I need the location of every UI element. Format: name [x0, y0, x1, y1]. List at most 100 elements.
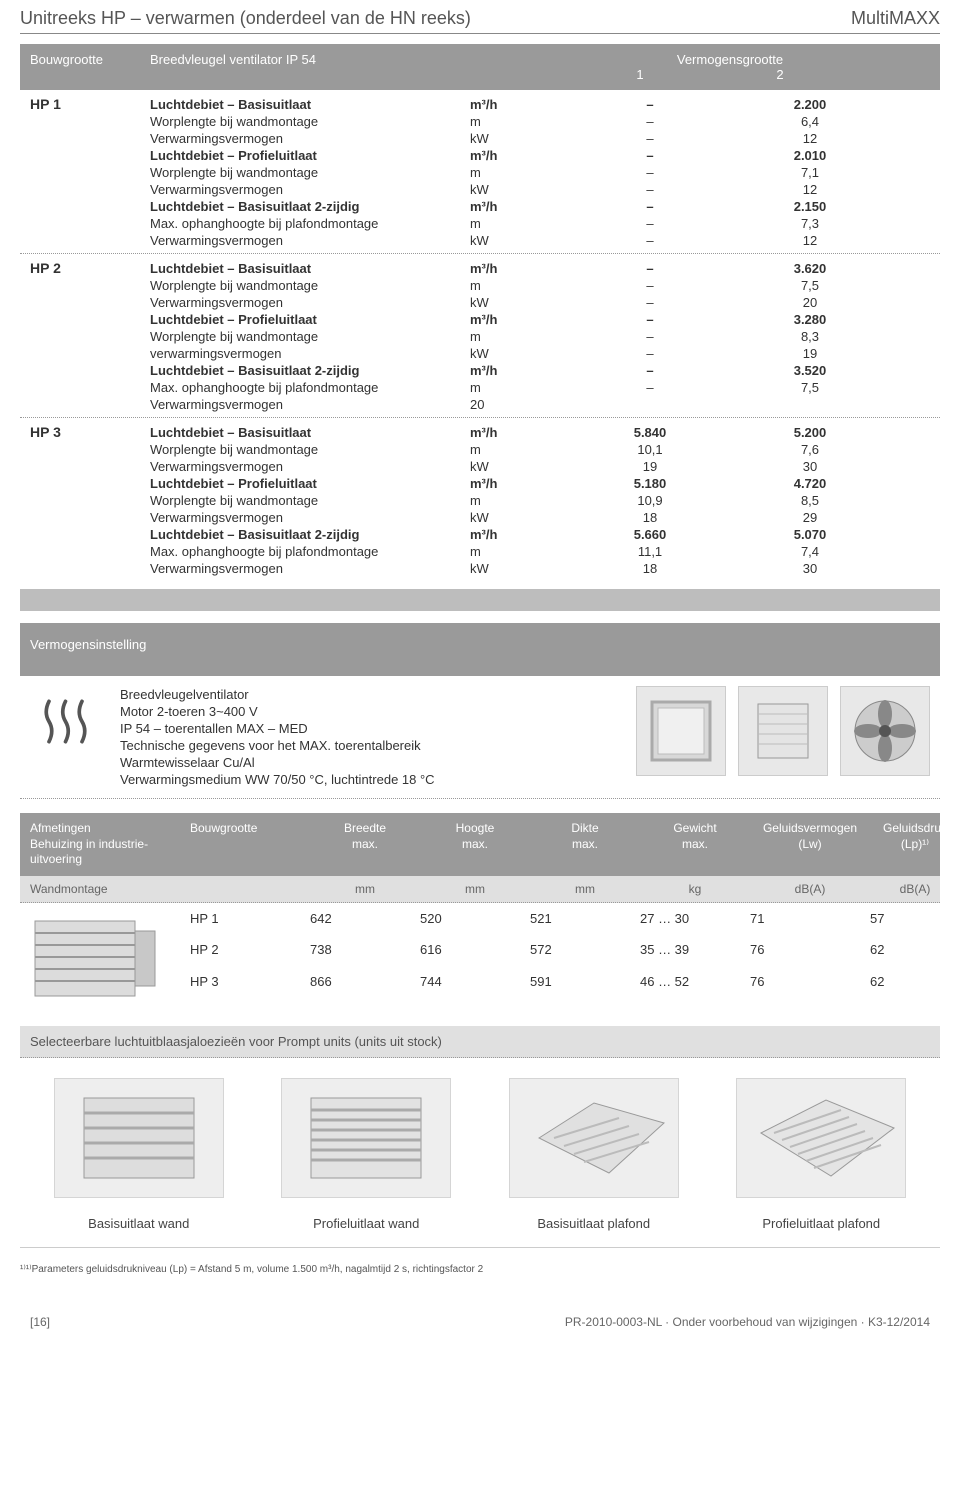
spec-value-1: 5.660 — [570, 526, 730, 543]
spec-unit: kW — [470, 130, 570, 147]
vermog-body: BreedvleugelventilatorMotor 2-toeren 3~4… — [20, 676, 940, 799]
afm-cell: HP 1 — [190, 911, 310, 943]
afm-h-c7a: Geluidsvermogen — [750, 821, 870, 837]
vermog-images — [636, 686, 930, 776]
spec-label: Worplengte bij wandmontage — [150, 113, 470, 130]
louver-image — [736, 1078, 906, 1198]
th-col-2: 2 — [710, 67, 850, 82]
spec-value-2: 6,4 — [730, 113, 890, 130]
afm-cell: 616 — [420, 942, 530, 974]
afm-cell: 520 — [420, 911, 530, 943]
product-image-fan — [840, 686, 930, 776]
title-bar: Unitreeks HP – verwarmen (onderdeel van … — [20, 0, 940, 34]
spec-value-1: 18 — [570, 509, 730, 526]
spec-label: Luchtdebiet – Profieluitlaat — [150, 311, 470, 328]
spec-unit: m³/h — [470, 526, 570, 543]
louver-image — [509, 1078, 679, 1198]
afm-cell: 62 — [870, 974, 960, 1006]
spec-unit: kW — [470, 560, 570, 577]
spec-value-1: – — [570, 379, 730, 396]
spec-unit: kW — [470, 181, 570, 198]
spec-value-1: 10,9 — [570, 492, 730, 509]
afm-cell: 76 — [750, 942, 870, 974]
spec-value-1: – — [570, 345, 730, 362]
spec-value-2: 2.010 — [730, 147, 890, 164]
spec-unit: m — [470, 215, 570, 232]
louver-item: Profieluitlaat plafond — [736, 1078, 906, 1231]
spec-value-2: 3.620 — [730, 260, 890, 277]
spec-label: Luchtdebiet – Basisuitlaat — [150, 260, 470, 277]
spec-unit: m — [470, 543, 570, 560]
spec-value-1: – — [570, 277, 730, 294]
afm-h-c5b: max. — [530, 837, 640, 853]
vermog-text: BreedvleugelventilatorMotor 2-toeren 3~4… — [120, 686, 435, 788]
louver-item: Profieluitlaat wand — [281, 1078, 451, 1231]
spec-unit: m — [470, 113, 570, 130]
spec-value-1: – — [570, 113, 730, 130]
spec-value-1: – — [570, 181, 730, 198]
footer-right: PR-2010-0003-NL · Onder voorbehoud van w… — [565, 1315, 930, 1329]
spec-value-2: 7,3 — [730, 215, 890, 232]
afm-h-c4b: max. — [420, 837, 530, 853]
spec-value-2: 2.150 — [730, 198, 890, 215]
spec-unit: kW — [470, 509, 570, 526]
spec-value-2: 8,3 — [730, 328, 890, 345]
afm-cell: 591 — [530, 974, 640, 1006]
spec-unit: kW — [470, 458, 570, 475]
spec-unit: m³/h — [470, 475, 570, 492]
spec-label: Max. ophanghoogte bij plafondmontage — [150, 543, 470, 560]
spec-label: Verwarmingsvermogen — [150, 181, 470, 198]
afm-cell: 27 … 30 — [640, 911, 750, 943]
louver-item: Basisuitlaat plafond — [509, 1078, 679, 1231]
afm-cell: 572 — [530, 942, 640, 974]
spec-label: Max. ophanghoogte bij plafondmontage — [150, 215, 470, 232]
vermog-line: Verwarmingsmedium WW 70/50 °C, luchtintr… — [120, 771, 435, 788]
spec-block: HP 1Luchtdebiet – Basisuitlaatm³/h–2.200… — [20, 90, 940, 254]
afm-cell: 71 — [750, 911, 870, 943]
spec-value-1: – — [570, 147, 730, 164]
vermog-line: Breedvleugelventilator — [120, 686, 435, 703]
spec-unit: m³/h — [470, 311, 570, 328]
spec-value-2: 4.720 — [730, 475, 890, 492]
spec-table-body: HP 1Luchtdebiet – Basisuitlaatm³/h–2.200… — [20, 90, 940, 581]
spec-value-2: 5.200 — [730, 424, 890, 441]
model-name: HP 3 — [30, 424, 150, 577]
afm-cell: 521 — [530, 911, 640, 943]
spec-label: Worplengte bij wandmontage — [150, 492, 470, 509]
louver-image — [54, 1078, 224, 1198]
spec-value-2: 3.520 — [730, 362, 890, 379]
spec-label: Luchtdebiet – Basisuitlaat 2-zijdig — [150, 526, 470, 543]
spec-value-1: – — [570, 260, 730, 277]
afm-sub-c7: dB(A) — [750, 882, 870, 896]
spec-unit: 20 — [470, 396, 570, 413]
spec-value-1: – — [570, 164, 730, 181]
model-name: HP 1 — [30, 96, 150, 249]
spec-value-2: 12 — [730, 130, 890, 147]
louver-label: Profieluitlaat wand — [281, 1216, 451, 1231]
spec-label: Max. ophanghoogte bij plafondmontage — [150, 379, 470, 396]
afm-cell: 57 — [870, 911, 960, 943]
spec-unit: m³/h — [470, 147, 570, 164]
spec-value-1: – — [570, 328, 730, 345]
vermog-line: IP 54 – toerentallen MAX – MED — [120, 720, 435, 737]
afm-h-c8a: Geluidsdruk — [870, 821, 960, 837]
afm-cell: 642 — [310, 911, 420, 943]
afm-rows: HP 164252052127 … 307157HP 273861657235 … — [20, 903, 940, 1020]
spec-value-1: – — [570, 362, 730, 379]
title-left: Unitreeks HP – verwarmen (onderdeel van … — [20, 8, 471, 29]
afm-sub-c3: mm — [310, 882, 420, 896]
model-name: HP 2 — [30, 260, 150, 413]
spec-value-2: 29 — [730, 509, 890, 526]
spec-value-1: – — [570, 96, 730, 113]
spec-value-1: 11,1 — [570, 543, 730, 560]
heat-waves-icon — [30, 686, 100, 756]
spec-label: Verwarmingsvermogen — [150, 560, 470, 577]
vermog-line: Warmtewisselaar Cu/Al — [120, 754, 435, 771]
afm-h-c1a: Afmetingen — [30, 821, 190, 837]
spec-value-2: 8,5 — [730, 492, 890, 509]
louver-image — [281, 1078, 451, 1198]
louver-label: Basisuitlaat plafond — [509, 1216, 679, 1231]
spec-value-1: – — [570, 198, 730, 215]
afm-h-c6a: Gewicht — [640, 821, 750, 837]
spec-label: Verwarmingsvermogen — [150, 509, 470, 526]
